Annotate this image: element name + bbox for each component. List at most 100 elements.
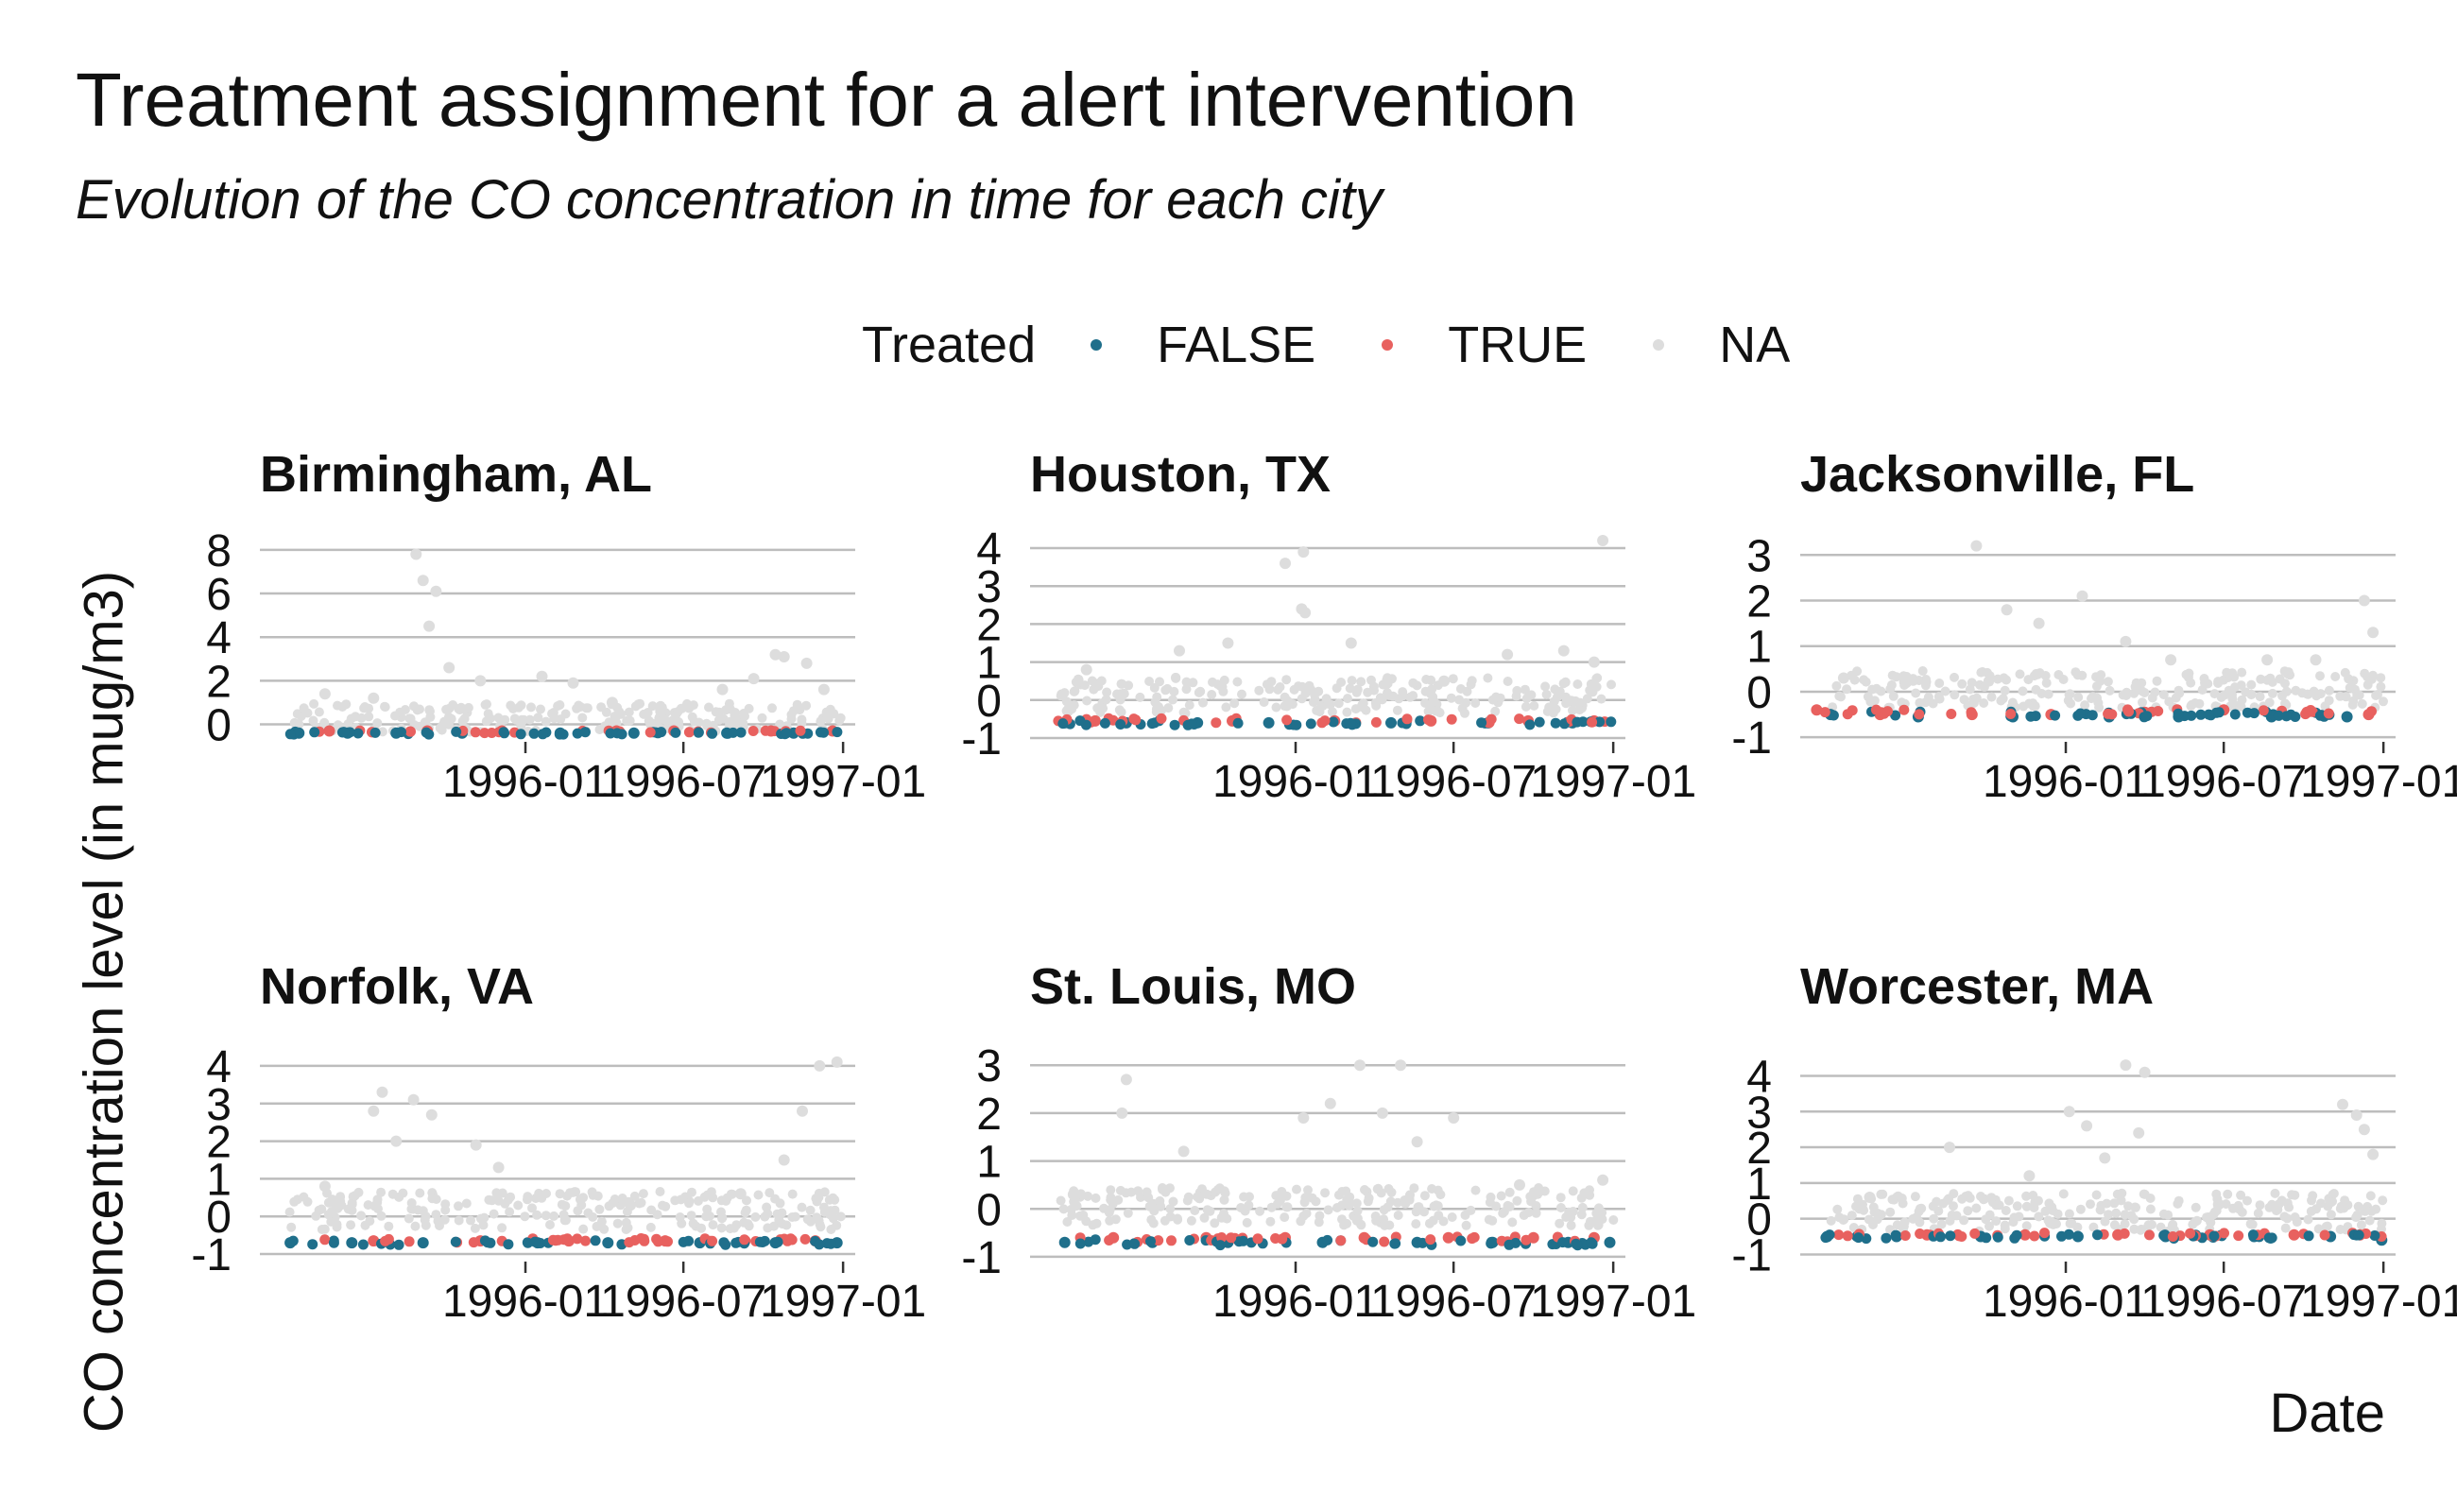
data-point-na — [2261, 654, 2274, 666]
data-point-na — [2100, 1216, 2110, 1227]
data-point-false — [450, 1236, 461, 1247]
series-na — [1864, 1059, 2380, 1211]
data-point-na — [2271, 1206, 2281, 1216]
data-point-false — [346, 1237, 358, 1249]
data-point-na — [1297, 1112, 1310, 1124]
data-point-na — [2321, 1222, 2331, 1231]
data-point-na — [1404, 1191, 1415, 1201]
data-point-na — [740, 1208, 750, 1218]
data-point-false — [328, 1237, 339, 1248]
data-point-na — [2237, 695, 2247, 705]
data-point-na — [1393, 1211, 1403, 1220]
data-point-na — [1088, 1220, 1098, 1230]
data-point-na — [1177, 1145, 1190, 1158]
data-point-na — [2246, 679, 2257, 690]
data-point-na — [1371, 700, 1382, 711]
data-point-true — [1467, 1233, 1478, 1245]
data-point-false — [1146, 718, 1158, 730]
data-point-na — [2076, 590, 2088, 602]
data-point-na — [2367, 627, 2380, 639]
data-point-na — [1984, 1221, 1994, 1231]
data-point-na — [1852, 666, 1863, 677]
data-point-na — [470, 1139, 482, 1151]
data-point-na — [2035, 668, 2045, 679]
data-point-na — [1379, 1214, 1389, 1225]
data-point-na — [638, 1189, 648, 1199]
data-point-na — [1588, 656, 1600, 668]
data-point-na — [1202, 1205, 1212, 1215]
data-point-na — [1461, 697, 1471, 708]
data-point-na — [2105, 685, 2115, 696]
data-point-false — [1328, 716, 1339, 728]
data-point-na — [1078, 1210, 1089, 1220]
data-point-na — [1221, 702, 1231, 713]
data-point-na — [2327, 1197, 2336, 1208]
data-point-false — [670, 727, 681, 738]
data-point-true — [486, 728, 497, 738]
data-point-false — [825, 1238, 836, 1249]
data-point-na — [2091, 1190, 2102, 1200]
data-point-na — [645, 1222, 656, 1232]
data-point-na — [406, 1198, 417, 1208]
data-point-na — [549, 1211, 559, 1221]
data-point-na — [1210, 1218, 1220, 1228]
y-tick-label: 4 — [976, 524, 1002, 575]
data-point-false — [1305, 718, 1316, 730]
data-point-na — [1212, 1184, 1223, 1194]
data-point-false — [1890, 1229, 1901, 1241]
data-point-na — [1376, 1107, 1388, 1119]
data-point-na — [2336, 1201, 2346, 1211]
data-point-na — [1920, 697, 1931, 708]
data-point-na — [1271, 702, 1281, 713]
data-point-na — [787, 1189, 798, 1199]
data-point-na — [1865, 696, 1876, 707]
data-point-na — [2096, 670, 2106, 680]
data-point-na — [1491, 1201, 1502, 1211]
data-point-na — [425, 1108, 438, 1121]
data-point-na — [1502, 648, 1514, 661]
data-point-true — [1130, 714, 1142, 726]
data-point-na — [1432, 706, 1442, 715]
data-point-true — [2323, 708, 2334, 719]
data-point-false — [1981, 1232, 1992, 1244]
data-point-false — [2208, 1230, 2220, 1242]
data-point-na — [2053, 1209, 2063, 1219]
data-point-na — [2199, 674, 2209, 683]
na-cloud — [1826, 1188, 2388, 1236]
data-point-false — [2011, 1229, 2022, 1241]
data-point-true — [572, 1233, 583, 1245]
data-point-na — [2264, 697, 2275, 708]
data-point-na — [1867, 684, 1878, 695]
data-point-false — [338, 727, 350, 738]
data-point-na — [2347, 699, 2358, 710]
y-tick-label: 3 — [206, 1080, 232, 1130]
data-point-na — [1568, 1186, 1578, 1196]
y-tick-label: 3 — [976, 562, 1002, 612]
data-point-na — [536, 704, 545, 714]
data-point-true — [580, 1235, 591, 1246]
data-point-na — [1920, 680, 1931, 691]
data-point-false — [558, 729, 569, 740]
data-point-true — [1587, 716, 1598, 728]
data-point-na — [2231, 701, 2242, 712]
data-point-na — [2012, 1201, 2022, 1211]
data-point-na — [1466, 679, 1476, 690]
data-point-false — [2247, 1229, 2259, 1241]
data-point-na — [1070, 686, 1080, 696]
data-point-na — [286, 1222, 297, 1232]
data-point-na — [1146, 1200, 1157, 1211]
data-point-false — [1935, 1231, 1946, 1243]
data-point-na — [421, 1220, 431, 1230]
data-point-na — [1219, 1194, 1229, 1205]
data-point-na — [1991, 1200, 2002, 1211]
data-point-na — [1503, 677, 1513, 686]
data-point-na — [440, 1199, 451, 1210]
data-point-na — [2120, 1059, 2132, 1072]
data-point-true — [1425, 1234, 1436, 1246]
data-point-na — [1993, 674, 2002, 684]
data-point-na — [2376, 673, 2386, 683]
data-point-na — [1512, 1195, 1522, 1206]
data-point-na — [625, 715, 635, 726]
data-point-na — [1207, 690, 1217, 699]
